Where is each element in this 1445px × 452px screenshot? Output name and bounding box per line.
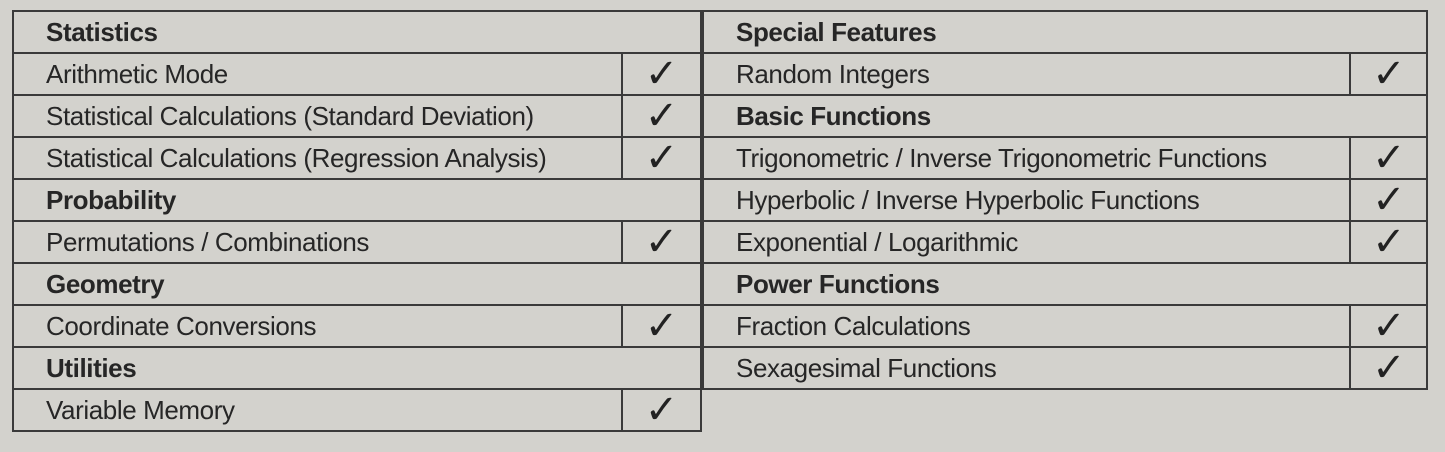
feature-label: Statistical Calculations (Standard Devia…: [12, 94, 623, 138]
section-heading: Geometry: [12, 262, 702, 306]
feature-row: Sexagesimal Functions ✓: [701, 346, 1428, 390]
check-cell: ✓: [620, 220, 703, 264]
left-feature-table: Statistics Arithmetic Mode ✓ Statistical Ca…: [12, 10, 703, 432]
check-cell: ✓: [1349, 346, 1428, 390]
feature-row: Variable Memory ✓: [12, 388, 703, 432]
feature-label: Sexagesimal Functions: [701, 346, 1352, 390]
feature-label: Exponential / Logarithmic: [701, 220, 1352, 264]
checkmark-icon: ✓: [644, 94, 679, 138]
checkmark-icon: ✓: [1372, 346, 1406, 390]
feature-label: Coordinate Conversions: [12, 304, 623, 348]
feature-label: Variable Memory: [12, 388, 623, 432]
feature-label: Fraction Calculations: [701, 304, 1352, 348]
section-heading: Basic Functions: [702, 94, 1428, 138]
check-cell: ✓: [620, 52, 703, 96]
feature-row: Hyperbolic / Inverse Hyperbolic Function…: [701, 178, 1428, 222]
section-heading-row: Statistics: [12, 10, 702, 54]
section-heading-row: Probability: [12, 178, 702, 222]
section-heading-row: Power Functions: [702, 262, 1428, 306]
feature-row: Statistical Calculations (Regression Ana…: [12, 136, 703, 180]
check-cell: ✓: [1349, 52, 1428, 96]
check-cell: ✓: [620, 388, 703, 432]
section-heading: Special Features: [702, 10, 1428, 54]
check-cell: ✓: [1349, 178, 1428, 222]
section-heading-row: Geometry: [12, 262, 702, 306]
checkmark-icon: ✓: [644, 136, 679, 180]
feature-row: Permutations / Combinations ✓: [12, 220, 703, 264]
section-heading-row: Utilities: [12, 346, 702, 390]
checkmark-icon: ✓: [1372, 136, 1406, 180]
checkmark-icon: ✓: [644, 304, 679, 348]
checkmark-icon: ✓: [1372, 304, 1406, 348]
feature-row: Trigonometric / Inverse Trigonometric Fu…: [701, 136, 1428, 180]
check-cell: ✓: [1349, 220, 1428, 264]
section-heading-row: Basic Functions: [702, 94, 1428, 138]
check-cell: ✓: [620, 136, 703, 180]
checkmark-icon: ✓: [1372, 178, 1406, 222]
check-cell: ✓: [1349, 136, 1428, 180]
check-cell: ✓: [620, 304, 703, 348]
section-heading: Utilities: [12, 346, 702, 390]
feature-label: Random Integers: [701, 52, 1352, 96]
checkmark-icon: ✓: [1372, 220, 1406, 264]
feature-label: Permutations / Combinations: [12, 220, 623, 264]
feature-row: Random Integers ✓: [701, 52, 1428, 96]
section-heading-row: Special Features: [702, 10, 1428, 54]
feature-label: Arithmetic Mode: [12, 52, 623, 96]
section-heading: Probability: [12, 178, 702, 222]
feature-row: Arithmetic Mode ✓: [12, 52, 703, 96]
checkmark-icon: ✓: [1372, 52, 1406, 96]
feature-label: Trigonometric / Inverse Trigonometric Fu…: [701, 136, 1352, 180]
feature-label: Statistical Calculations (Regression Ana…: [12, 136, 623, 180]
check-cell: ✓: [620, 94, 703, 138]
checkmark-icon: ✓: [644, 220, 679, 264]
feature-row: Coordinate Conversions ✓: [12, 304, 703, 348]
section-heading: Statistics: [12, 10, 702, 54]
checkmark-icon: ✓: [644, 388, 679, 432]
checkmark-icon: ✓: [644, 52, 679, 96]
feature-row: Statistical Calculations (Standard Devia…: [12, 94, 703, 138]
feature-row: Exponential / Logarithmic ✓: [701, 220, 1428, 264]
right-feature-table: Special Features Random Integers ✓ Basic Fu…: [701, 10, 1428, 390]
section-heading: Power Functions: [702, 262, 1428, 306]
feature-row: Fraction Calculations ✓: [701, 304, 1428, 348]
feature-label: Hyperbolic / Inverse Hyperbolic Function…: [701, 178, 1352, 222]
check-cell: ✓: [1349, 304, 1428, 348]
